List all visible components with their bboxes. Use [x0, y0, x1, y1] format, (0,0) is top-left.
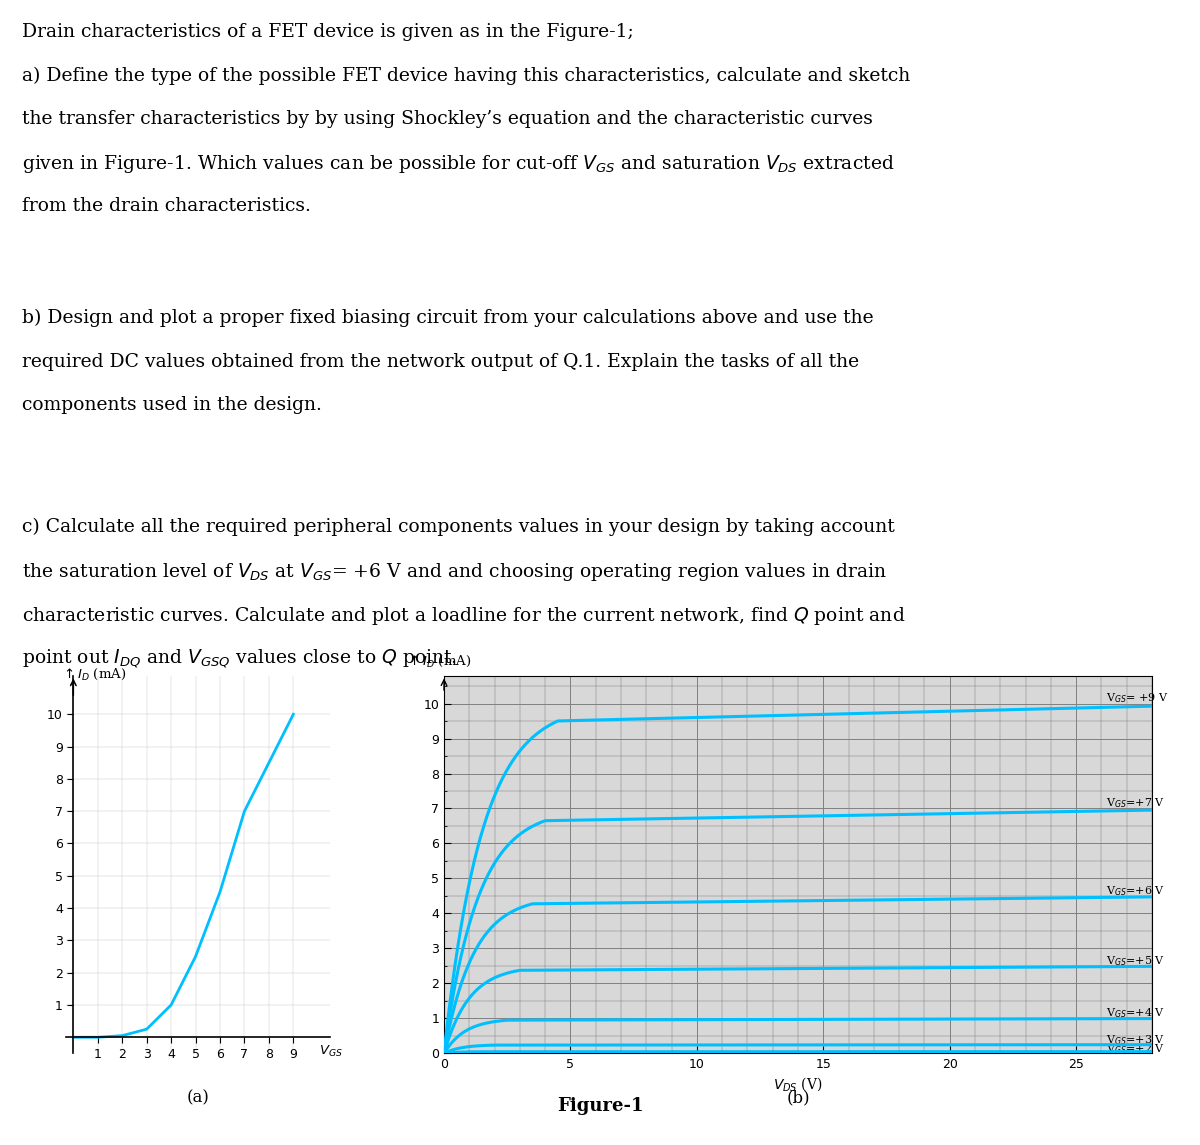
Text: $\uparrow I_D$ (mA): $\uparrow I_D$ (mA) [406, 654, 472, 669]
Text: (b): (b) [786, 1090, 810, 1106]
Text: V$_{GS}$= +9 V: V$_{GS}$= +9 V [1106, 692, 1169, 705]
Text: $V_{GS}$: $V_{GS}$ [319, 1044, 343, 1059]
Text: V$_{GS}$=+7 V: V$_{GS}$=+7 V [1106, 797, 1165, 811]
Text: V$_{GS}$=+4 V: V$_{GS}$=+4 V [1106, 1006, 1165, 1020]
Text: Figure-1: Figure-1 [557, 1097, 643, 1115]
Text: the transfer characteristics by by using Shockley’s equation and the characteris: the transfer characteristics by by using… [22, 110, 872, 128]
Text: required DC values obtained from the network output of Q.1. Explain the tasks of: required DC values obtained from the net… [22, 353, 859, 371]
Text: V$_{GS}$=+5 V: V$_{GS}$=+5 V [1106, 954, 1165, 968]
X-axis label: $V_{DS}$ (V): $V_{DS}$ (V) [773, 1075, 823, 1093]
Text: the saturation level of $V_{DS}$ at $V_{GS}$= +6 V and and choosing operating re: the saturation level of $V_{DS}$ at $V_{… [22, 561, 887, 583]
Text: Drain characteristics of a FET device is given as in the Figure-1;: Drain characteristics of a FET device is… [22, 23, 634, 41]
Text: components used in the design.: components used in the design. [22, 396, 322, 414]
Text: b) Design and plot a proper fixed biasing circuit from your calculations above a: b) Design and plot a proper fixed biasin… [22, 309, 874, 327]
Text: $\uparrow I_D$ (mA): $\uparrow I_D$ (mA) [61, 666, 126, 682]
Text: from the drain characteristics.: from the drain characteristics. [22, 197, 311, 215]
Text: a) Define the type of the possible FET device having this characteristics, calcu: a) Define the type of the possible FET d… [22, 66, 910, 85]
Text: c) Calculate all the required peripheral components values in your design by tak: c) Calculate all the required peripheral… [22, 518, 894, 536]
Text: (a): (a) [186, 1090, 210, 1106]
Text: V$_{GS}$=+3 V: V$_{GS}$=+3 V [1106, 1033, 1165, 1047]
Text: characteristic curves. Calculate and plot a loadline for the current network, fi: characteristic curves. Calculate and plo… [22, 605, 905, 626]
Text: V$_{GS}$=+2 V: V$_{GS}$=+2 V [1106, 1042, 1165, 1056]
Text: given in Figure-1. Which values can be possible for cut-off $V_{GS}$ and saturat: given in Figure-1. Which values can be p… [22, 153, 894, 175]
Text: point out $I_{DQ}$ and $V_{GSQ}$ values close to $Q$ point.: point out $I_{DQ}$ and $V_{GSQ}$ values … [22, 648, 457, 670]
Text: V$_{GS}$=+6 V: V$_{GS}$=+6 V [1106, 884, 1165, 898]
